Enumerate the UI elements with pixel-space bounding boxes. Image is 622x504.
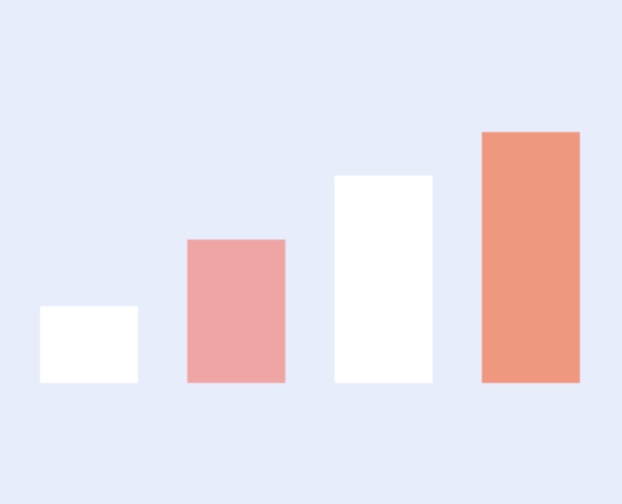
bar-4 [481, 132, 580, 383]
bar-2 [187, 239, 286, 383]
bar-1 [40, 306, 138, 383]
bar-3 [334, 175, 433, 383]
